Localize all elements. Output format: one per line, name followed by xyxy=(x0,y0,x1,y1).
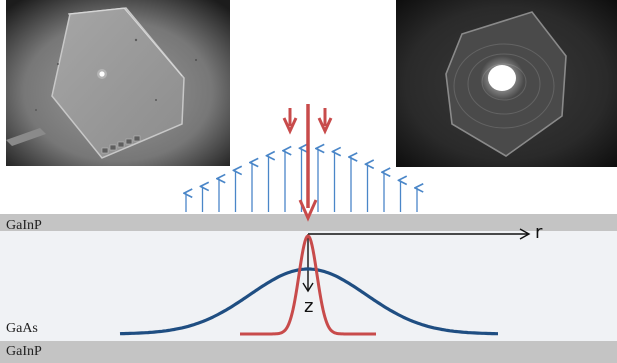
well-label: GaAs xyxy=(6,321,38,336)
microscope-image-photoluminescence xyxy=(396,0,617,167)
carrier-density-profile xyxy=(119,267,498,336)
depth-axis-label: z xyxy=(304,296,314,317)
bottom-barrier-label: GaInP xyxy=(6,344,42,359)
bottom-barrier-layer xyxy=(0,341,617,363)
radial-axis-label: r xyxy=(535,222,543,243)
excitation-spot-profile xyxy=(240,234,376,336)
pump-beam xyxy=(282,104,333,222)
emission-arrows xyxy=(186,148,417,212)
radial-axis xyxy=(308,228,531,240)
depth-axis xyxy=(302,234,314,293)
microscope-image-flake xyxy=(6,0,230,166)
top-barrier-layer xyxy=(0,214,617,231)
top-barrier-label: GaInP xyxy=(6,218,42,233)
